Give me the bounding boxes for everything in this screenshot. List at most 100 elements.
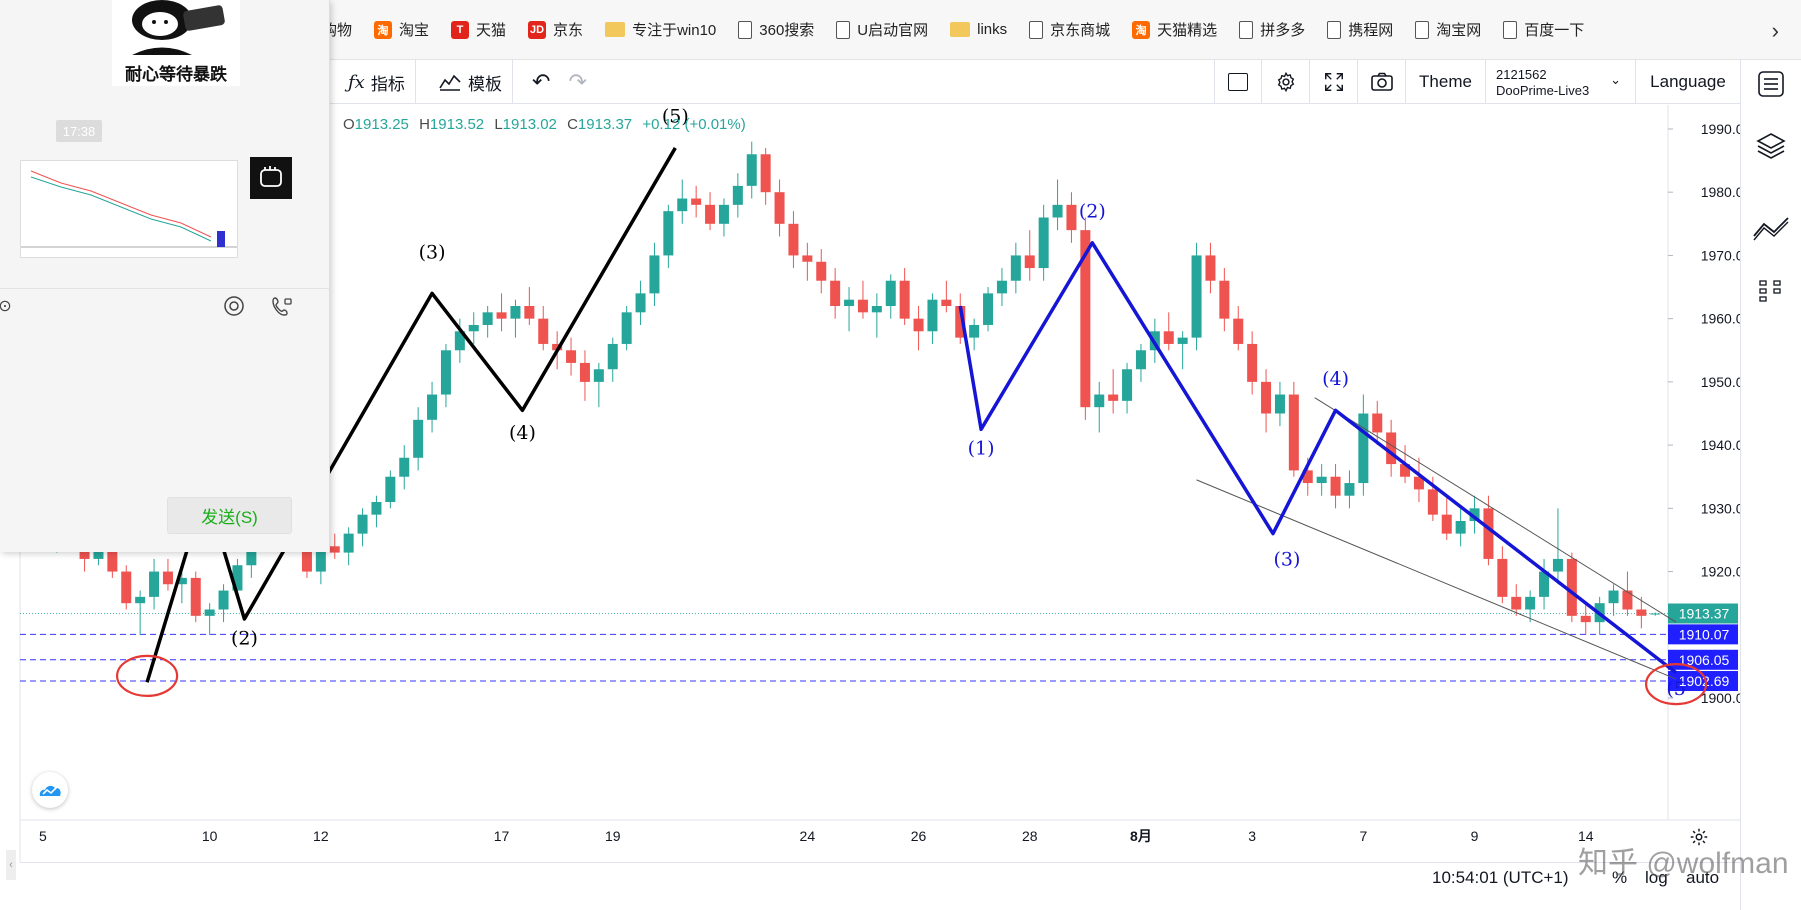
video-call-icon[interactable]: [270, 293, 296, 319]
theme-button[interactable]: Theme: [1406, 60, 1486, 104]
bookmark-item[interactable]: 淘淘宝: [374, 19, 429, 40]
candle-body: [1163, 331, 1174, 344]
data-window-button[interactable]: [1751, 272, 1791, 312]
layers-button[interactable]: [1751, 126, 1791, 166]
bookmark-item[interactable]: 百度一下: [1503, 19, 1584, 40]
candle-body: [135, 596, 146, 604]
wave-black-label: (3): [419, 242, 446, 264]
y-tick-label: 1930.00: [1701, 500, 1740, 516]
list-icon: [1758, 71, 1784, 97]
bookmark-item[interactable]: JD 京东: [528, 19, 583, 40]
candle-body: [871, 306, 882, 313]
bookmark-label: 天猫: [476, 22, 507, 39]
bookmark-item[interactable]: 360搜索: [738, 19, 814, 40]
candle-body: [1010, 255, 1021, 281]
send-button[interactable]: 发送(S): [167, 497, 292, 534]
ohlc-close-key: C: [567, 116, 578, 133]
folder-icon: [605, 22, 626, 37]
bookmark-item[interactable]: T 天猫: [451, 19, 506, 40]
candle-body: [1413, 476, 1424, 490]
candle-body: [927, 299, 938, 332]
sticker-message[interactable]: 耐心等待暴跌: [112, 0, 240, 86]
tradingview-logo-button[interactable]: [32, 772, 68, 808]
bookmark-item[interactable]: links: [950, 21, 1007, 38]
settings-button[interactable]: [1262, 60, 1310, 104]
bookmark-label: 携程网: [1348, 22, 1394, 39]
redo-icon[interactable]: ↷: [568, 69, 587, 94]
candle-body: [579, 362, 590, 382]
bookmark-item[interactable]: 淘天猫精选: [1132, 19, 1217, 40]
undo-icon[interactable]: ↶: [532, 69, 551, 94]
x-tick-label: 14: [1578, 828, 1594, 844]
wave-blue-label: (1): [968, 438, 995, 460]
avatar[interactable]: [250, 157, 292, 199]
collapse-handle[interactable]: ‹: [6, 850, 16, 880]
price-chart[interactable]: 1990.00 1980.00 1970.00 1960.00 1950.00 1940.…: [0, 105, 1740, 862]
highlight-circle: [116, 654, 179, 698]
expand-icon: [1324, 73, 1343, 91]
channel-line: [1314, 397, 1677, 623]
bookmark-item[interactable]: U启动官网: [836, 19, 928, 40]
gear-icon: [1690, 828, 1708, 846]
candle-body: [107, 546, 118, 572]
bookmark-item[interactable]: 淘宝网: [1415, 19, 1481, 40]
templates-button[interactable]: 模板: [428, 60, 513, 104]
candle-body: [1358, 413, 1369, 484]
candle-body: [162, 571, 173, 585]
bookmark-item[interactable]: 京东商城: [1029, 19, 1110, 40]
candle-body: [496, 312, 507, 319]
x-tick-label: 12: [313, 828, 329, 844]
account-selector[interactable]: 2121562 DooPrime-Live3 ⌄: [1486, 60, 1636, 104]
screen-capture-icon[interactable]: [221, 293, 247, 319]
candle-body: [510, 306, 521, 319]
x-tick-label: 19: [605, 828, 621, 844]
wave-black-label: (4): [509, 422, 536, 444]
candle-body: [1024, 255, 1035, 269]
undo-redo-group: ↶ ↷: [522, 60, 597, 104]
chat-divider: [0, 288, 330, 289]
fullscreen-layout-button[interactable]: [1214, 60, 1262, 104]
candle-body: [121, 571, 132, 604]
chart-thumbnail-message[interactable]: [20, 160, 238, 258]
y-tick-label: 1900.00: [1701, 690, 1740, 706]
auto-scale-toggle[interactable]: auto: [1686, 868, 1720, 887]
bookmarks-more-chevron-icon[interactable]: ›: [1771, 18, 1779, 43]
candle-body: [218, 590, 229, 610]
language-button[interactable]: Language: [1636, 60, 1740, 104]
candle-body: [454, 331, 465, 351]
candle-body: [816, 261, 827, 281]
ohlc-low-key: L: [494, 116, 503, 133]
bookmark-item[interactable]: 携程网: [1327, 19, 1393, 40]
emoji-icon[interactable]: ⊙: [0, 298, 12, 315]
bookmark-item[interactable]: 专注于win10: [605, 19, 716, 40]
bookmark-item[interactable]: 拼多多: [1239, 19, 1305, 40]
wave-blue-label: (4): [1322, 368, 1349, 390]
candle-body: [1302, 470, 1313, 484]
indicators-label: 指标: [370, 74, 405, 94]
price-label: 1902.69: [1679, 673, 1730, 689]
candle-body: [1344, 483, 1355, 496]
percent-scale-toggle[interactable]: %: [1612, 868, 1628, 887]
watchlist-button[interactable]: [1751, 64, 1791, 104]
square-icon: [1228, 73, 1248, 91]
scale-settings-icon[interactable]: [1688, 826, 1710, 853]
screenshot-button[interactable]: [1358, 60, 1406, 104]
fullscreen-button[interactable]: [1310, 60, 1358, 104]
candle-body: [1650, 613, 1661, 615]
page-icon: [836, 20, 851, 39]
candle-body: [552, 343, 563, 351]
candle-body: [1566, 558, 1577, 616]
indicators-button[interactable]: ƒx 指标: [338, 60, 416, 104]
chat-window: 耐心等待暴跌 17:38 ⊙: [0, 0, 330, 552]
candle-body: [1427, 489, 1438, 515]
candle-body: [1038, 217, 1049, 269]
log-scale-toggle[interactable]: log: [1645, 868, 1668, 887]
theme-label: Theme: [1419, 72, 1472, 91]
candle-body: [566, 350, 577, 363]
x-tick-label: 28: [1022, 828, 1038, 844]
channel-line: [1196, 479, 1677, 680]
candle-body: [593, 369, 604, 382]
candle-body: [649, 255, 660, 294]
candle-body: [941, 299, 952, 307]
trend-line-button[interactable]: [1751, 208, 1791, 248]
